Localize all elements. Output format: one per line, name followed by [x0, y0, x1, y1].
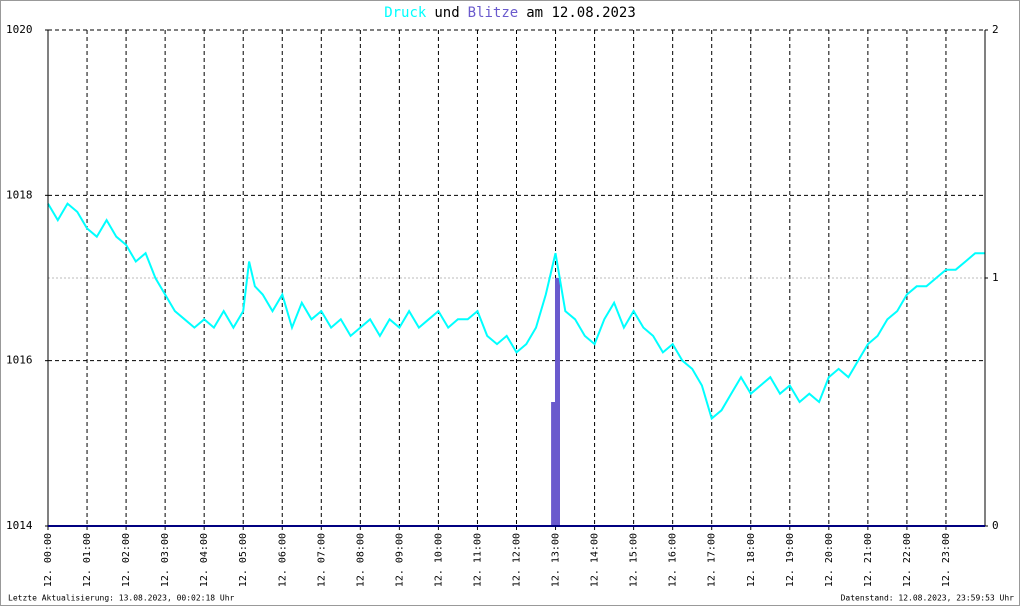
lightning-bar: [551, 402, 557, 526]
x-tick-label: 12. 17:00: [707, 533, 718, 587]
x-tick-label: 12. 06:00: [277, 533, 288, 587]
x-tick-label: 12. 19:00: [785, 533, 796, 587]
x-tick-label: 12. 02:00: [121, 533, 132, 587]
y-tick-label: 1016: [6, 354, 33, 367]
title-word: Blitze: [468, 5, 519, 21]
title-word: am 12.08.2023: [526, 5, 636, 21]
y2-tick-label: 1: [992, 271, 999, 284]
x-tick-label: 12. 00:00: [43, 533, 54, 587]
x-tick-label: 12. 15:00: [629, 533, 640, 587]
y2-tick-label: 0: [992, 519, 999, 532]
x-tick-label: 12. 04:00: [199, 533, 210, 587]
x-tick-label: 12. 16:00: [668, 533, 679, 587]
footer-left: Letzte Aktualisierung: 13.08.2023, 00:02…: [8, 594, 235, 603]
y-tick-label: 1020: [6, 23, 33, 36]
x-tick-label: 12. 03:00: [160, 533, 171, 587]
title-word: Druck: [384, 5, 427, 21]
title-word: und: [434, 5, 459, 21]
x-tick-label: 12. 18:00: [746, 533, 757, 587]
x-tick-label: 12. 08:00: [355, 533, 366, 587]
pressure-line: [47, 202, 985, 421]
y-tick-label: 1018: [6, 188, 33, 201]
x-tick-label: 12. 23:00: [941, 533, 952, 587]
y2-tick-label: 2: [992, 23, 999, 36]
x-tick-label: 12. 14:00: [590, 533, 601, 587]
x-tick-label: 12. 22:00: [902, 533, 913, 587]
chart-title: Druck und Blitze am 12.08.2023: [384, 5, 636, 21]
lightning-bar: [554, 278, 560, 526]
x-tick-label: 12. 12:00: [512, 533, 523, 587]
y-tick-label: 1014: [6, 519, 33, 532]
x-tick-label: 12. 13:00: [551, 533, 562, 587]
x-tick-label: 12. 10:00: [433, 533, 444, 587]
x-tick-label: 12. 09:00: [394, 533, 405, 587]
footer-right: Datenstand: 12.08.2023, 23:59:53 Uhr: [841, 594, 1015, 603]
x-tick-label: 12. 01:00: [82, 533, 93, 587]
x-tick-label: 12. 05:00: [238, 533, 249, 587]
x-tick-label: 12. 07:00: [316, 533, 327, 587]
x-tick-label: 12. 20:00: [824, 533, 835, 587]
x-tick-label: 12. 11:00: [472, 533, 483, 587]
x-tick-label: 12. 21:00: [863, 533, 874, 587]
